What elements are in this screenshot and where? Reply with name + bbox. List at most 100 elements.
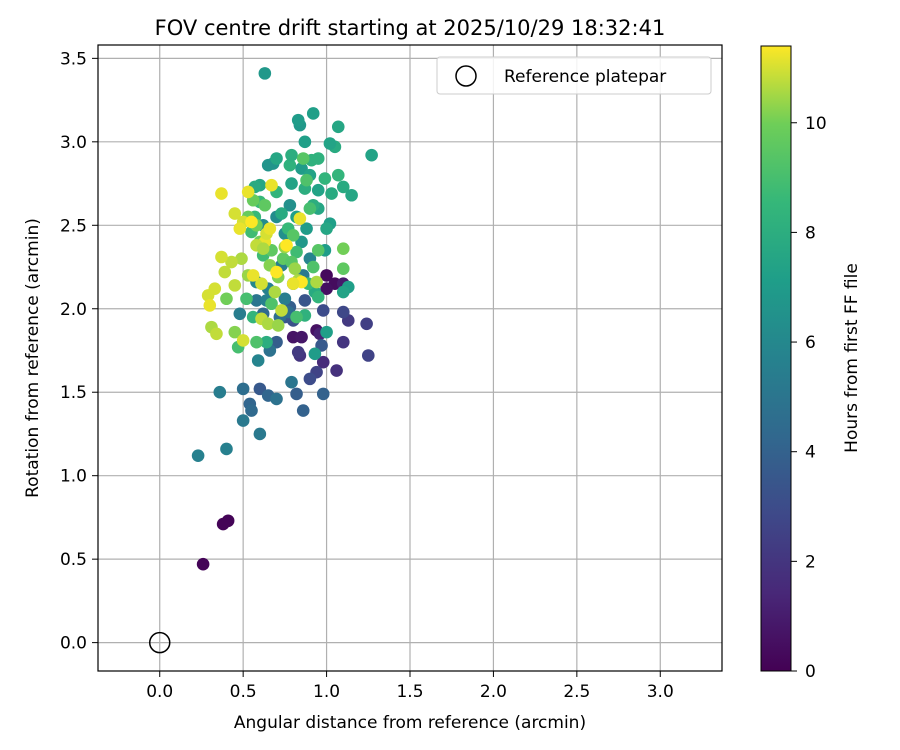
data-point — [280, 239, 293, 252]
data-point — [285, 177, 298, 190]
data-point — [303, 202, 317, 215]
colorbar-tick-label: 4 — [805, 443, 816, 463]
data-point — [250, 335, 263, 349]
legend-marker-reference — [455, 65, 477, 87]
data-point — [210, 327, 223, 341]
data-point — [331, 120, 345, 134]
data-point — [270, 152, 283, 165]
colorbar-tick-label: 8 — [805, 223, 816, 243]
data-point — [293, 212, 307, 225]
colorbar-ticks: 0 2 4 6 8 10 — [791, 114, 827, 682]
legend-label: Reference platepar — [504, 67, 666, 87]
data-point — [236, 334, 250, 347]
data-point — [270, 392, 283, 406]
data-point — [336, 242, 350, 255]
x-tick-label: 1.0 — [313, 682, 340, 702]
colorbar-label: Hours from first FF file — [842, 263, 862, 453]
data-point — [325, 187, 338, 200]
data-point — [275, 304, 288, 317]
data-point — [283, 198, 297, 212]
colorbar-tick-label: 0 — [805, 662, 816, 682]
data-point — [320, 222, 333, 235]
data-point — [215, 250, 228, 264]
data-point — [300, 222, 313, 235]
data-point — [228, 279, 242, 292]
data-point — [330, 364, 343, 377]
data-point — [290, 310, 303, 324]
legend: Reference platepar — [436, 56, 712, 95]
data-point — [320, 269, 333, 282]
data-point — [278, 292, 292, 306]
colorbar-tick-label: 10 — [805, 114, 827, 134]
y-tick-label: 2.5 — [60, 216, 87, 236]
data-point — [246, 269, 260, 282]
data-point — [253, 427, 267, 441]
data-point — [203, 299, 217, 312]
colorbar-tick-label: 6 — [805, 333, 816, 353]
data-point — [300, 173, 313, 187]
data-point — [296, 152, 310, 165]
data-point — [233, 307, 247, 321]
data-point — [295, 330, 308, 344]
data-point — [221, 514, 235, 528]
data-point — [331, 168, 345, 182]
y-tick-label: 0.5 — [60, 550, 87, 570]
data-point — [290, 387, 303, 401]
data-point — [316, 387, 330, 401]
x-tick-label: 0.5 — [230, 682, 257, 702]
data-point — [228, 207, 242, 220]
data-point — [258, 198, 272, 212]
data-point — [361, 349, 375, 362]
x-tick-label: 2.5 — [563, 682, 590, 702]
y-axis-ticks: 0.0 0.5 1.0 1.5 2.0 2.5 3.0 3.5 — [60, 49, 98, 654]
data-point — [201, 289, 215, 302]
data-point — [263, 222, 277, 235]
data-point — [291, 113, 305, 127]
data-point — [286, 229, 300, 242]
data-point — [240, 292, 253, 306]
data-point — [265, 178, 278, 192]
data-point — [245, 215, 258, 229]
chart-title: FOV centre drift starting at 2025/10/29 … — [155, 16, 666, 40]
scatter-points — [148, 67, 378, 654]
y-tick-label: 1.0 — [60, 467, 87, 487]
data-point — [291, 345, 305, 359]
data-point — [310, 275, 323, 289]
data-point — [236, 382, 250, 396]
data-point — [323, 137, 337, 150]
colorbar-gradient — [760, 45, 792, 672]
data-point — [320, 282, 333, 296]
data-point — [285, 148, 298, 162]
data-point — [311, 290, 325, 304]
data-point — [220, 292, 233, 306]
data-point — [268, 285, 282, 299]
data-point — [250, 294, 263, 307]
reference-point-marker — [148, 631, 171, 654]
data-point — [220, 442, 233, 456]
data-point — [275, 207, 288, 220]
data-point — [290, 245, 303, 259]
data-point — [336, 262, 350, 275]
y-axis-label: Rotation from reference (arcmin) — [23, 218, 43, 498]
data-point — [191, 449, 205, 462]
data-point — [215, 187, 228, 200]
y-tick-label: 0.0 — [60, 634, 87, 654]
data-point — [320, 325, 333, 339]
data-point — [235, 252, 248, 265]
y-tick-label: 1.5 — [60, 383, 87, 403]
data-point — [256, 242, 270, 255]
data-point — [236, 414, 250, 427]
data-point — [265, 297, 278, 311]
colorbar: 0 2 4 6 8 10 Hours from first FF file — [760, 45, 862, 682]
data-point — [228, 325, 242, 339]
data-point — [286, 277, 300, 291]
data-point — [360, 317, 373, 331]
data-point — [233, 222, 247, 235]
x-tick-label: 3.0 — [647, 682, 674, 702]
data-point — [316, 304, 330, 317]
data-point — [251, 354, 265, 367]
data-point — [296, 404, 310, 417]
y-tick-label: 2.0 — [60, 300, 87, 320]
legend-box — [436, 56, 712, 95]
data-point — [336, 285, 350, 299]
